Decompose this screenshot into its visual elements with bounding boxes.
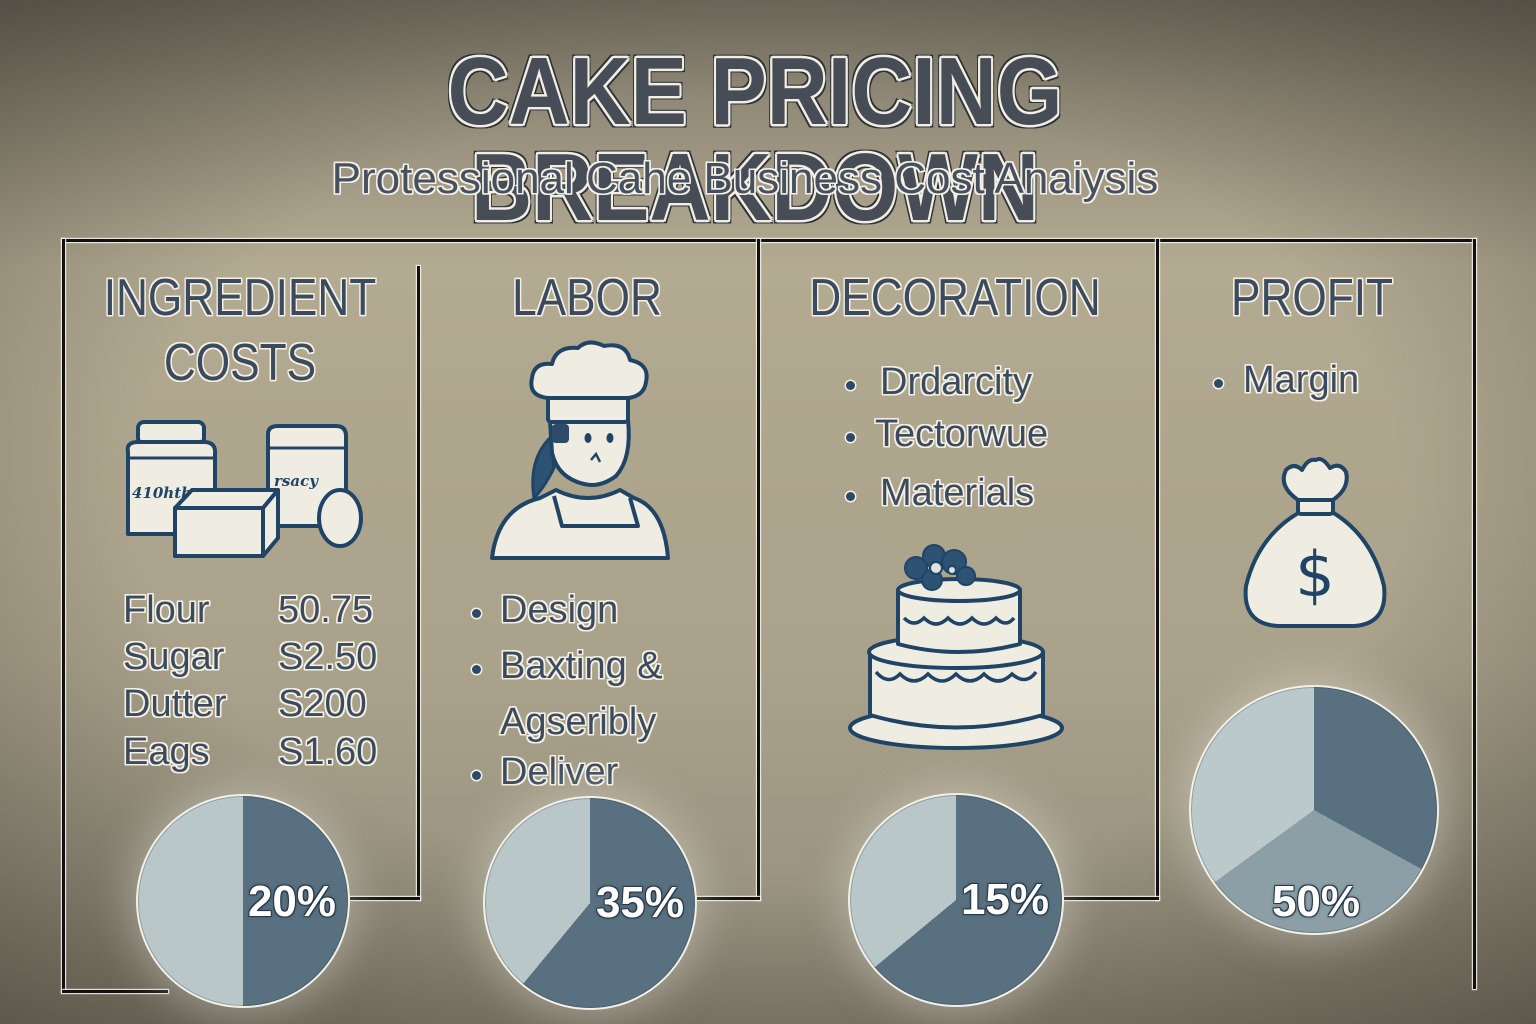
panel-title: DECORATION bbox=[809, 269, 1101, 327]
labor-pie-chart bbox=[483, 796, 697, 1010]
divider-2 bbox=[757, 239, 760, 900]
labor-percent-label: 35% bbox=[595, 878, 685, 927]
ingredient-pie-chart bbox=[136, 794, 350, 1008]
panel-title: INGREDIENT bbox=[103, 269, 377, 327]
ingredient-percent-label: 20% bbox=[247, 877, 337, 926]
bullet-dot bbox=[472, 665, 481, 674]
ingredient-price: S1.60 bbox=[278, 731, 378, 773]
bullet-text: Drdarcity bbox=[880, 361, 1033, 403]
bullet-text: Materials bbox=[880, 472, 1035, 514]
bullet-text: Deliver bbox=[500, 751, 619, 793]
frame-left-line bbox=[62, 239, 65, 992]
bullet-text: Design bbox=[500, 589, 619, 631]
chef-icon bbox=[490, 340, 670, 560]
panel-title: PROFIT bbox=[1230, 269, 1394, 327]
jar-label: rsacy bbox=[274, 472, 319, 490]
ingredient-price: S2.50 bbox=[278, 636, 378, 678]
bullet-dot bbox=[846, 433, 855, 442]
ingredient-price: 50.75 bbox=[278, 589, 374, 631]
frame-top-line bbox=[62, 239, 1476, 242]
ingredient-name: Dutter bbox=[123, 683, 227, 725]
bullet-dot bbox=[846, 381, 855, 390]
frame-right-line bbox=[1473, 239, 1476, 989]
flower-topper bbox=[904, 544, 976, 591]
divider-3-connector bbox=[1064, 897, 1159, 900]
panel-title-line2: COSTS bbox=[163, 334, 317, 392]
bullet-text: Agseribly bbox=[500, 701, 657, 743]
frame-bottom-stub bbox=[62, 990, 168, 993]
bullet-dot bbox=[472, 771, 481, 780]
divider-2-connector bbox=[697, 897, 760, 900]
profit-percent-label: 50% bbox=[1271, 877, 1361, 926]
ingredient-price: S200 bbox=[278, 683, 367, 725]
cake-icon bbox=[848, 544, 1064, 750]
bullet-text: Baxting & bbox=[500, 645, 663, 687]
dollar-symbol: $ bbox=[1295, 538, 1334, 611]
bullet-text: Tectorwue bbox=[875, 413, 1049, 455]
divider-3 bbox=[1156, 239, 1159, 900]
bullet-dot bbox=[472, 609, 481, 618]
ingredient-name: Sugar bbox=[123, 636, 225, 678]
ingredient-name: Eags bbox=[123, 731, 210, 773]
decoration-percent-label: 15% bbox=[960, 875, 1050, 924]
money-bag-icon: $ bbox=[1243, 457, 1387, 628]
ingredients-icon: 410hth rsacy bbox=[125, 420, 363, 558]
divider-1-connector bbox=[350, 897, 420, 900]
page-subtitle: Protessional Cahe Business Cost Anaiysis bbox=[331, 154, 1159, 203]
bullet-dot bbox=[846, 492, 855, 501]
bullet-dot bbox=[1214, 379, 1223, 388]
panel-title: LABOR bbox=[512, 269, 662, 327]
profit-pie-chart bbox=[1189, 685, 1439, 935]
jar-label: 410hth bbox=[132, 484, 192, 502]
page-title: CAKE PRICING BREAKDOWN bbox=[447, 38, 1063, 241]
divider-1 bbox=[417, 266, 420, 900]
ingredient-name: Flour bbox=[123, 589, 210, 631]
bullet-text: Margin bbox=[1243, 359, 1360, 401]
decoration-pie-chart bbox=[848, 793, 1064, 1007]
